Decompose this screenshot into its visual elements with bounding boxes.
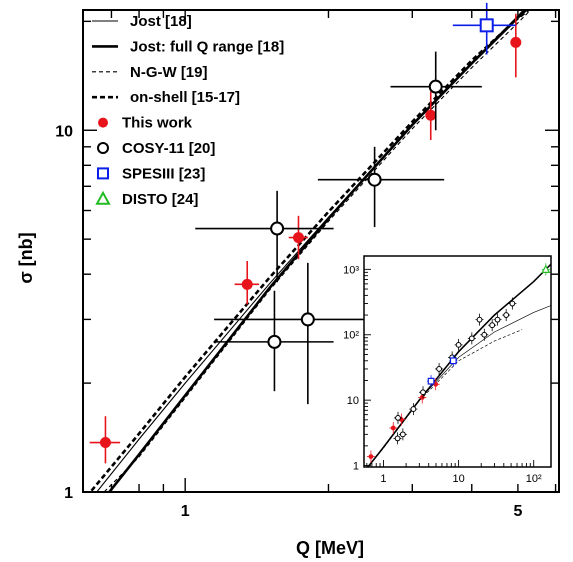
y-axis-label: σ [nb] [16, 232, 36, 283]
inset-y-tick-label: 10² [343, 330, 359, 342]
inset-cosy-11-20-marker [436, 366, 442, 372]
inset-curves [367, 263, 551, 467]
legend-label: SPESIII [23] [122, 165, 205, 182]
legend-item: This work [98, 115, 193, 132]
legend-item: DISTO [24] [95, 190, 198, 208]
legend-item: SPESIII [23] [97, 165, 205, 182]
legend-label: DISTO [24] [122, 191, 198, 208]
cosy-11-20-marker [367, 172, 382, 187]
legend-label: Jost [18] [130, 13, 192, 30]
spesiii-23-point [452, 2, 516, 55]
cosy-11-20-marker [428, 79, 443, 94]
inset-cosy-11-20-marker [503, 312, 510, 318]
y-tick-label: 1 [64, 485, 73, 502]
cosy-11-20-point [390, 51, 482, 131]
inset-x-tick-label: 10 [452, 473, 464, 485]
inset-chart: 1 10 10² 1 10 10² 10³ [343, 255, 552, 485]
curve-jost-full-q-range-18 [107, 10, 528, 492]
inset-cosy-11-20-marker [410, 406, 417, 412]
legend-item: Jost: full Q range [18] [92, 38, 284, 55]
inset-y-tick-label: 1 [353, 461, 359, 473]
inset-spesiii-23-marker [427, 377, 435, 385]
x-axis-label: Q [MeV] [296, 538, 364, 558]
legend-green-triangle-marker [95, 190, 111, 205]
inset-cosy-11-20-marker [394, 435, 401, 442]
legend-label: N-G-W [19] [130, 64, 208, 81]
inset-curve-n-g-w-19 [367, 329, 523, 467]
x-tick-label: 1 [181, 503, 190, 520]
inset-this-work-marker [368, 454, 374, 460]
plot-frame [82, 9, 560, 493]
legend-item: on-shell [15-17] [92, 89, 240, 106]
inset-cosy-11-20-marker [509, 300, 516, 307]
spesiii-23-marker [479, 18, 494, 33]
this-work-point [288, 215, 308, 260]
curve-on-shell-15-17 [88, 10, 531, 492]
legend-label: This work [122, 115, 193, 132]
this-work-point [234, 261, 260, 305]
inset-y-tick-label: 10³ [343, 264, 359, 276]
this-work-marker [510, 36, 522, 48]
inset-cosy-11-20-marker [395, 415, 401, 421]
this-work-marker [99, 437, 111, 449]
inset-this-work-marker [390, 425, 396, 431]
model-curves [88, 10, 532, 492]
this-work-marker [292, 232, 304, 244]
legend-blue-square-marker [97, 167, 109, 180]
inset-cosy-11-20-marker [494, 316, 501, 323]
legend-label: on-shell [15-17] [130, 89, 240, 106]
legend-label: COSY-11 [20] [122, 140, 215, 157]
legend-item: COSY-11 [20] [97, 140, 215, 157]
cosy-11-20-point [214, 290, 334, 392]
legend-item: N-G-W [19] [92, 64, 208, 81]
legend-open-circle-marker [97, 142, 109, 154]
inset-ticks: 1 10 10² 1 10 10² 10³ [343, 264, 542, 485]
legend-item: Jost [18] [92, 13, 192, 30]
this-work-point [89, 416, 121, 464]
legend-label: Jost: full Q range [18] [130, 38, 284, 55]
inset-cosy-11-20-marker [489, 322, 496, 329]
cosy-11-20-marker [270, 221, 285, 236]
this-work-point [510, 13, 522, 78]
x-tick-label: 5 [513, 503, 522, 520]
inset-cosy-11-20-marker [455, 341, 462, 348]
inset-spesiii-23-marker [449, 357, 457, 365]
inset-y-tick-label: 10 [347, 395, 359, 407]
data-points [89, 2, 522, 464]
this-work-point [425, 91, 437, 140]
legend: Jost [18] Jost: full Q range [18] N-G-W [1… [92, 13, 284, 208]
this-work-marker [241, 278, 253, 290]
inset-cosy-11-20-marker [481, 331, 488, 338]
inset-cosy-11-20-marker [468, 335, 475, 342]
inset-curve-jost-18 [367, 305, 551, 467]
inset-cosy-11-20-marker [420, 389, 426, 396]
inset-cosy-11-20-marker [476, 316, 483, 323]
this-work-marker [425, 109, 437, 121]
inset-curve-jost-full-q-range-18 [367, 263, 551, 467]
inset-x-tick-label: 10² [526, 473, 542, 485]
cosy-11-20-marker [300, 312, 315, 327]
curve-n-g-w-19 [103, 10, 532, 492]
inset-points [366, 263, 551, 463]
inset-x-tick-label: 1 [380, 473, 386, 485]
legend-red-dot-marker [98, 117, 108, 128]
cosy-11-20-marker [267, 334, 282, 349]
cosy-11-20-point [317, 146, 445, 228]
inset-this-work-marker [419, 395, 425, 400]
cosy-11-20-point [195, 190, 334, 283]
inset-disto-24-marker [541, 264, 551, 273]
inset-cosy-11-20-marker [399, 431, 406, 438]
y-tick-label: 10 [55, 123, 73, 140]
axis-ticks: 1 5 1 10 [55, 10, 559, 520]
